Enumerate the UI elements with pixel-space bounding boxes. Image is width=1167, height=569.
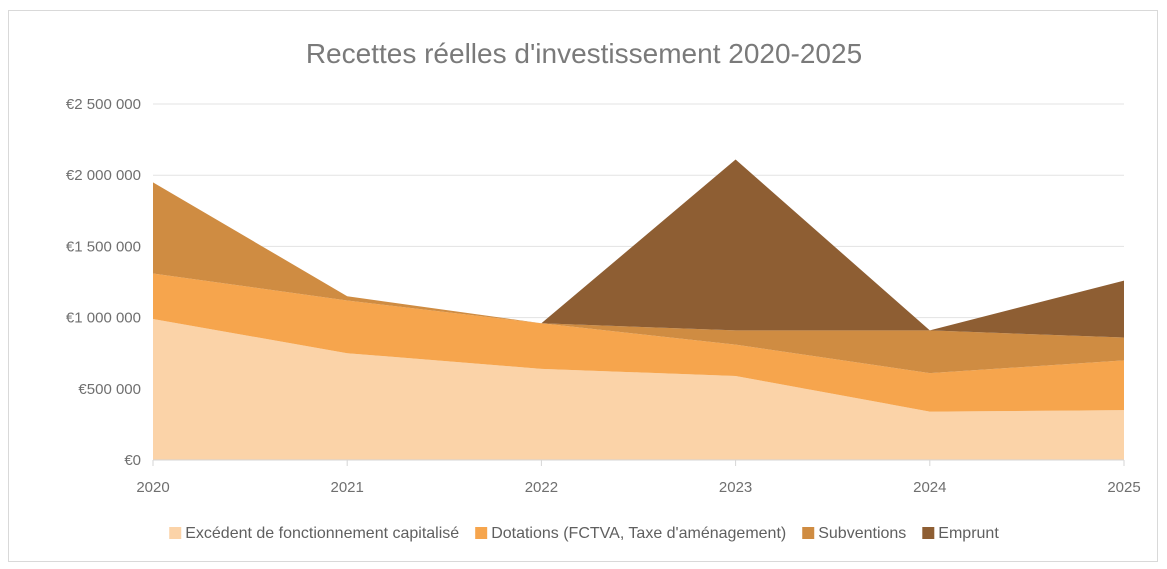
- legend-swatch: [169, 527, 182, 539]
- y-tick-label: €500 000: [78, 381, 141, 398]
- x-tick-label: 2022: [525, 479, 558, 496]
- series-area-2: [153, 182, 1124, 374]
- legend-label: Emprunt: [938, 525, 999, 542]
- y-tick-label: €1 000 000: [66, 310, 141, 327]
- legend-item-2: Subventions: [802, 525, 906, 542]
- series-area-0: [153, 319, 1124, 460]
- y-tick-label: €0: [124, 452, 141, 469]
- chart-frame: Recettes réelles d'investissement 2020-2…: [8, 10, 1158, 562]
- x-tick-label: 2024: [913, 479, 946, 496]
- y-tick-label: €2 000 000: [66, 167, 141, 184]
- x-tick-label: 2021: [331, 479, 364, 496]
- legend-label: Excédent de fonctionnement capitalisé: [185, 525, 459, 542]
- x-tick-label: 2023: [719, 479, 752, 496]
- x-tick-label: 2025: [1107, 479, 1140, 496]
- series-area-3: [153, 159, 1124, 338]
- legend: Excédent de fonctionnement capitalisé Dot…: [169, 525, 999, 542]
- legend-item-3: Emprunt: [922, 525, 999, 542]
- legend-label: Dotations (FCTVA, Taxe d'aménagement): [491, 525, 786, 542]
- chart-title: Recettes réelles d'investissement 2020-2…: [306, 38, 862, 69]
- legend-swatch: [802, 527, 815, 539]
- x-tick-label: 2020: [136, 479, 169, 496]
- axes: €0 €500 000 €1 000 000 €1 500 000 €2 000 000…: [66, 96, 1141, 496]
- series-area-1: [153, 273, 1124, 412]
- legend-item-0: Excédent de fonctionnement capitalisé: [169, 525, 459, 542]
- legend-swatch: [922, 527, 935, 539]
- legend-item-1: Dotations (FCTVA, Taxe d'aménagement): [475, 525, 786, 542]
- series-areas: [153, 159, 1124, 460]
- legend-label: Subventions: [818, 525, 906, 542]
- y-tick-label: €1 500 000: [66, 238, 141, 255]
- legend-swatch: [475, 527, 488, 539]
- area-chart: Recettes réelles d'investissement 2020-2…: [66, 38, 1141, 542]
- y-tick-label: €2 500 000: [66, 96, 141, 113]
